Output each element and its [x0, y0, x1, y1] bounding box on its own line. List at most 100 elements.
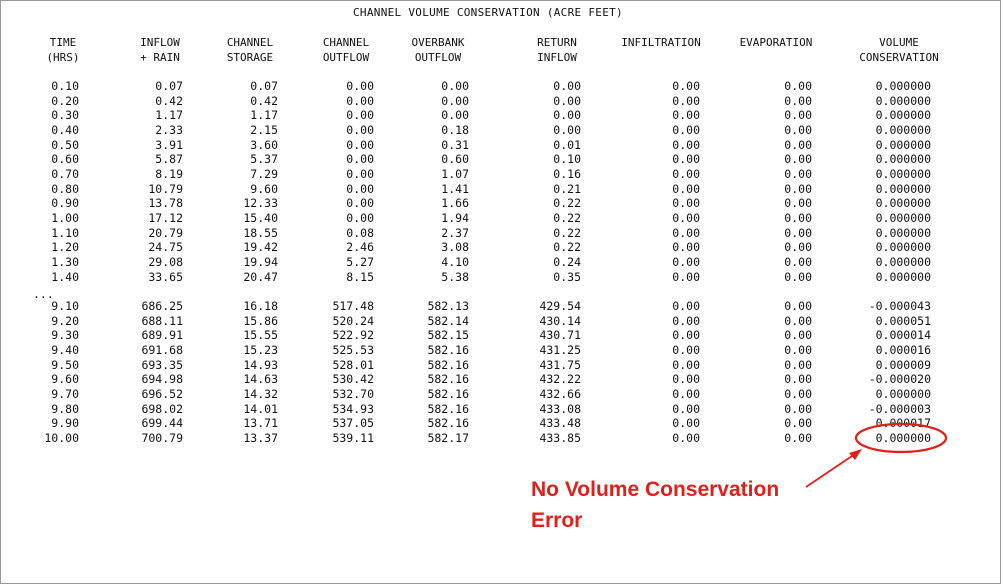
column-header-line2: [601, 50, 721, 65]
cell-return-inflow: 432.66: [539, 387, 581, 402]
cell-volume-conservation: 0.000009: [875, 357, 931, 372]
column-header-evaporation: EVAPORATION: [716, 35, 836, 65]
cell-channel-storage: 19.42: [243, 240, 278, 255]
cell-volume-conservation: 0.000000: [875, 225, 931, 240]
cell-evaporation: 0.00: [784, 225, 812, 240]
table-row: 0.50 3.91 3.60 0.00 0.31 0.01 0.00 0.00 0.000000: [0, 138, 1000, 153]
cell-overbank-outflow: 0.31: [441, 137, 469, 152]
cell-evaporation: 0.00: [784, 328, 812, 343]
cell-return-inflow: 429.54: [539, 299, 581, 313]
cell-return-inflow: 433.48: [539, 416, 581, 431]
cell-overbank-outflow: 0.00: [441, 93, 469, 108]
cell-evaporation: 0.00: [784, 196, 812, 211]
cell-channel-storage: 15.40: [243, 211, 278, 226]
cell-channel-outflow: 0.00: [346, 196, 374, 211]
cell-channel-outflow: 0.00: [346, 79, 374, 93]
cell-volume-conservation: -0.000003: [868, 401, 931, 416]
cell-time: 9.90: [51, 416, 79, 431]
cell-infiltration: 0.00: [672, 181, 700, 196]
cell-evaporation: 0.00: [784, 313, 812, 328]
cell-infiltration: 0.00: [672, 196, 700, 211]
column-header-infiltration: INFILTRATION: [601, 35, 721, 65]
cell-channel-outflow: 517.48: [332, 299, 374, 313]
cell-evaporation: 0.00: [784, 93, 812, 108]
cell-overbank-outflow: 582.17: [427, 431, 469, 446]
cell-evaporation: 0.00: [784, 357, 812, 372]
cell-evaporation: 0.00: [784, 79, 812, 93]
column-header-overbank-outflow: OVERBANK OUTFLOW: [378, 35, 498, 65]
cell-inflow-rain: 694.98: [141, 372, 183, 387]
cell-infiltration: 0.00: [672, 416, 700, 431]
cell-channel-storage: 14.63: [243, 372, 278, 387]
column-header-line1: INFLOW: [140, 36, 180, 49]
table-row: 1.20 24.75 19.42 2.46 3.08 0.22 0.00 0.00 0.0000…: [0, 240, 1000, 255]
cell-overbank-outflow: 1.07: [441, 167, 469, 182]
cell-time: 1.00: [51, 211, 79, 226]
column-header-line2: STORAGE: [226, 51, 274, 64]
cell-inflow-rain: 2.33: [155, 123, 183, 138]
cell-inflow-rain: 696.52: [141, 387, 183, 402]
cell-channel-outflow: 0.00: [346, 152, 374, 167]
table-row: 9.90 699.44 13.71 537.05 582.16 433.48 0.00 0.0…: [0, 416, 1000, 431]
cell-overbank-outflow: 582.16: [427, 357, 469, 372]
cell-infiltration: 0.00: [672, 108, 700, 123]
cell-channel-storage: 14.93: [243, 357, 278, 372]
cell-channel-outflow: 0.00: [346, 108, 374, 123]
column-header-channel-storage: CHANNEL STORAGE: [190, 35, 310, 65]
column-header-line1: RETURN: [537, 36, 577, 49]
cell-return-inflow: 0.01: [553, 137, 581, 152]
table-row: 10.00 700.79 13.37 539.11 582.17 433.85 0.00 0.…: [0, 431, 1000, 446]
cell-volume-conservation: 0.000000: [875, 211, 931, 226]
cell-time: 9.10: [51, 299, 79, 313]
column-header-line1: TIME: [49, 36, 77, 49]
cell-infiltration: 0.00: [672, 357, 700, 372]
cell-infiltration: 0.00: [672, 313, 700, 328]
cell-channel-storage: 14.01: [243, 401, 278, 416]
table-row: 1.30 29.08 19.94 5.27 4.10 0.24 0.00 0.00 0.0000…: [0, 255, 1000, 270]
cell-evaporation: 0.00: [784, 401, 812, 416]
table-row: 0.40 2.33 2.15 0.00 0.18 0.00 0.00 0.00 0.000000: [0, 123, 1000, 138]
cell-inflow-rain: 10.79: [148, 181, 183, 196]
cell-volume-conservation: 0.000014: [875, 328, 931, 343]
cell-time: 0.30: [51, 108, 79, 123]
table-row: 1.00 17.12 15.40 0.00 1.94 0.22 0.00 0.00 0.0000…: [0, 211, 1000, 226]
cell-overbank-outflow: 582.16: [427, 372, 469, 387]
column-header-channel-outflow: CHANNEL OUTFLOW: [286, 35, 406, 65]
cell-volume-conservation: -0.000020: [868, 372, 931, 387]
cell-channel-outflow: 5.27: [346, 255, 374, 270]
cell-channel-storage: 0.07: [250, 79, 278, 93]
cell-channel-storage: 3.60: [250, 137, 278, 152]
cell-evaporation: 0.00: [784, 431, 812, 446]
cell-evaporation: 0.00: [784, 343, 812, 358]
table-row: 0.30 1.17 1.17 0.00 0.00 0.00 0.00 0.00 0.000000: [0, 108, 1000, 123]
cell-return-inflow: 431.75: [539, 357, 581, 372]
cell-infiltration: 0.00: [672, 123, 700, 138]
cell-return-inflow: 0.00: [553, 108, 581, 123]
table-row: 0.80 10.79 9.60 0.00 1.41 0.21 0.00 0.00 0.00000…: [0, 182, 1000, 197]
column-header-volume-conservation: VOLUME CONSERVATION: [839, 35, 959, 65]
table-row: 1.10 20.79 18.55 0.08 2.37 0.22 0.00 0.00 0.0000…: [0, 226, 1000, 241]
annotation-callout: No Volume Conservation Error: [531, 474, 779, 536]
cell-evaporation: 0.00: [784, 387, 812, 402]
cell-overbank-outflow: 0.18: [441, 123, 469, 138]
cell-channel-storage: 2.15: [250, 123, 278, 138]
table-row: 1.40 33.65 20.47 8.15 5.38 0.35 0.00 0.00 0.0000…: [0, 270, 1000, 285]
row-ellipsis: ...: [33, 287, 54, 301]
cell-channel-storage: 7.29: [250, 167, 278, 182]
cell-channel-storage: 18.55: [243, 225, 278, 240]
cell-time: 9.40: [51, 343, 79, 358]
cell-infiltration: 0.00: [672, 343, 700, 358]
cell-overbank-outflow: 0.00: [441, 79, 469, 93]
annotation-line2: Error: [531, 509, 583, 532]
column-header-time: TIME (HRS): [3, 35, 123, 65]
cell-time: 0.80: [51, 181, 79, 196]
cell-inflow-rain: 693.35: [141, 357, 183, 372]
cell-overbank-outflow: 1.41: [441, 181, 469, 196]
cell-evaporation: 0.00: [784, 240, 812, 255]
cell-time: 1.10: [51, 225, 79, 240]
cell-evaporation: 0.00: [784, 299, 812, 313]
annotation-line1: No Volume Conservation: [531, 478, 780, 501]
cell-infiltration: 0.00: [672, 225, 700, 240]
cell-return-inflow: 0.22: [553, 225, 581, 240]
